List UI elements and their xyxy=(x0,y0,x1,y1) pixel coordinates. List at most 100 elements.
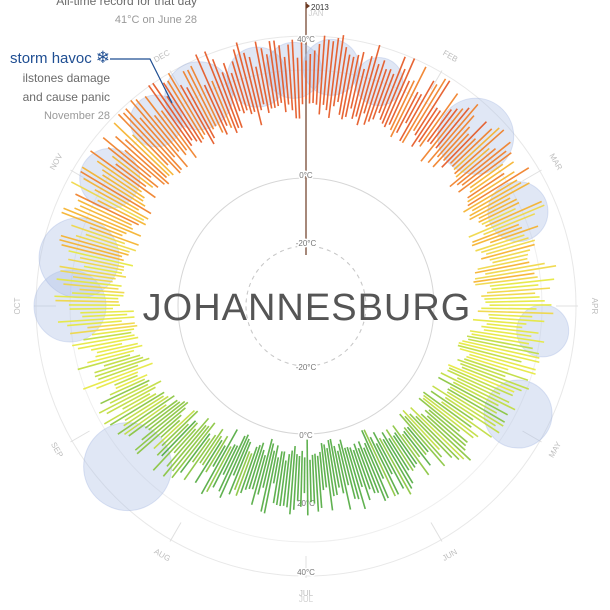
daily-bar xyxy=(77,354,131,371)
month-label-apr: APR xyxy=(590,298,599,315)
month-label-jul: JUL xyxy=(299,589,314,598)
daily-bar xyxy=(272,457,280,484)
daily-bar xyxy=(72,292,124,297)
daily-bar xyxy=(435,107,470,149)
daily-bar xyxy=(254,41,270,114)
daily-bar xyxy=(56,278,122,287)
daily-bar xyxy=(205,435,229,473)
daily-bar xyxy=(455,147,490,178)
daily-bar xyxy=(117,395,175,435)
daily-bar xyxy=(489,225,539,244)
daily-bar xyxy=(160,419,181,438)
daily-bar xyxy=(199,428,224,464)
daily-bar xyxy=(414,80,451,136)
daily-bar xyxy=(472,223,520,244)
daily-bar xyxy=(117,113,169,166)
daily-bar xyxy=(60,234,129,256)
daily-bar xyxy=(412,78,447,132)
daily-bar xyxy=(471,333,530,345)
daily-bar xyxy=(279,460,287,507)
daily-bar xyxy=(484,296,540,300)
daily-bar xyxy=(109,383,149,404)
daily-bar xyxy=(485,300,545,303)
month-label-jul: JUL xyxy=(299,595,314,604)
annotation-leader-line xyxy=(110,58,173,104)
daily-bar xyxy=(363,447,387,502)
daily-bar xyxy=(406,426,429,453)
daily-bar xyxy=(333,445,345,494)
daily-bar xyxy=(448,367,514,397)
daily-bar xyxy=(109,378,146,396)
daily-bar xyxy=(282,454,291,506)
daily-bar xyxy=(162,424,207,477)
daily-bar xyxy=(107,146,159,189)
daily-bar xyxy=(124,149,165,185)
daily-bar xyxy=(411,107,439,147)
daily-bar xyxy=(481,207,516,226)
month-label-aug: AUG xyxy=(152,547,172,563)
daily-bar xyxy=(94,188,149,220)
daily-bar xyxy=(125,108,183,171)
daily-bar xyxy=(458,342,540,364)
daily-bar xyxy=(378,437,412,495)
daily-bar xyxy=(240,446,258,494)
snowflake-icon: ❄ xyxy=(95,48,110,67)
month-label-jan: JAN xyxy=(308,9,323,18)
daily-bar xyxy=(316,455,323,509)
daily-bar xyxy=(260,450,276,512)
daily-bar xyxy=(378,73,395,114)
daily-bar xyxy=(83,177,140,211)
daily-bar xyxy=(394,432,418,465)
daily-bar xyxy=(191,437,211,463)
daily-bar xyxy=(183,434,217,481)
daily-bar xyxy=(87,349,135,364)
daily-bar xyxy=(81,166,146,207)
daily-bar xyxy=(381,68,406,124)
daily-bar xyxy=(471,181,522,212)
daily-bar xyxy=(357,441,380,494)
daily-bar xyxy=(403,426,427,456)
daily-bar xyxy=(363,442,389,499)
daily-bar xyxy=(418,110,442,143)
daily-bar xyxy=(70,181,145,221)
daily-bar xyxy=(466,355,509,371)
daily-bar xyxy=(257,438,273,495)
scale-label-upper-2: -20°C xyxy=(296,239,317,248)
daily-bar xyxy=(195,54,228,127)
daily-bar xyxy=(287,44,294,111)
daily-bar xyxy=(451,128,493,168)
daily-bar xyxy=(80,170,152,215)
daily-bar xyxy=(427,103,479,164)
daily-bar xyxy=(228,441,252,495)
daily-bar xyxy=(136,414,182,455)
daily-bar xyxy=(410,406,465,460)
daily-bar xyxy=(68,250,134,267)
daily-bar xyxy=(268,40,280,107)
daily-bar xyxy=(489,249,531,261)
daily-bar xyxy=(388,80,411,126)
daily-bar xyxy=(124,395,164,422)
storm-annotation-line-2: and cause panic xyxy=(22,90,110,104)
daily-bar xyxy=(395,91,419,134)
daily-bar xyxy=(388,437,410,471)
daily-bar xyxy=(363,60,386,125)
daily-bar xyxy=(79,256,125,268)
daily-bar xyxy=(469,353,536,375)
daily-bar xyxy=(161,420,197,457)
daily-bar xyxy=(415,415,460,461)
daily-bar xyxy=(244,444,261,490)
daily-bar xyxy=(124,139,168,179)
daily-bar xyxy=(248,56,263,111)
daily-bar xyxy=(300,42,304,105)
daily-bar xyxy=(339,439,356,500)
daily-bar xyxy=(90,342,123,351)
daily-bar xyxy=(468,204,545,238)
month-tick-may xyxy=(522,430,542,443)
daily-bar xyxy=(212,445,226,467)
daily-bar xyxy=(449,386,498,414)
daily-bar xyxy=(466,335,533,350)
daily-bar xyxy=(453,127,500,171)
daily-bar xyxy=(315,43,321,105)
daily-bar xyxy=(98,380,162,414)
